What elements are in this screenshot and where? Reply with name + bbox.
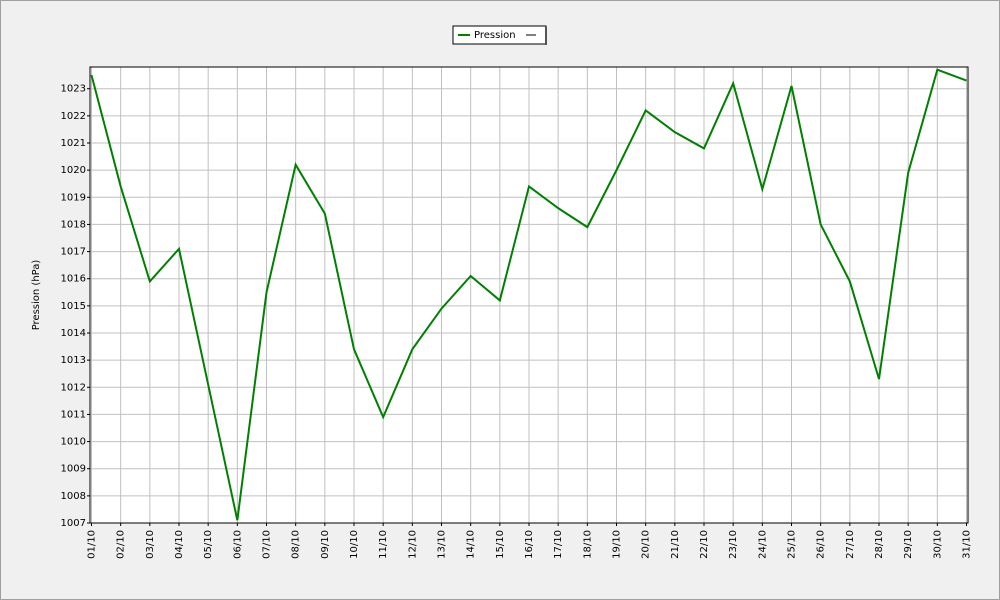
- y-tick-label: 1017: [61, 247, 86, 258]
- y-tick-label: 1012: [61, 382, 86, 393]
- x-tick-label: 16/10: [524, 530, 535, 559]
- x-tick-label: 11/10: [378, 530, 389, 559]
- x-tick-label: 18/10: [582, 530, 593, 559]
- x-tick-label: 03/10: [145, 530, 156, 559]
- x-tick-label: 23/10: [728, 530, 739, 559]
- y-tick-label: 1008: [61, 491, 86, 502]
- legend-label: Pression: [474, 30, 516, 41]
- x-tick-label: 09/10: [320, 530, 331, 559]
- x-tick-label: 08/10: [291, 530, 302, 559]
- legend: Pression: [452, 25, 547, 45]
- x-tick-label: 29/10: [903, 530, 914, 559]
- y-tick-label: 1009: [61, 464, 86, 475]
- y-tick-label: 1015: [61, 301, 86, 312]
- y-tick-label: 1021: [61, 138, 86, 149]
- x-tick-label: 24/10: [757, 530, 768, 559]
- y-tick-label: 1018: [61, 219, 86, 230]
- x-tick-label: 17/10: [553, 530, 564, 559]
- x-tick-label: 07/10: [262, 530, 273, 559]
- y-tick-label: 1022: [61, 111, 86, 122]
- y-tick-label: 1011: [61, 409, 86, 420]
- x-tick-label: 31/10: [962, 530, 973, 559]
- y-tick-label: 1019: [61, 192, 86, 203]
- x-tick-label: 25/10: [787, 530, 798, 559]
- y-tick-label: 1010: [61, 437, 86, 448]
- x-tick-label: 15/10: [495, 530, 506, 559]
- x-tick-label: 02/10: [116, 530, 127, 559]
- line-series: [90, 68, 967, 521]
- x-tick-label: 13/10: [437, 530, 448, 559]
- x-tick-label: 28/10: [874, 530, 885, 559]
- x-tick-label: 19/10: [612, 530, 623, 559]
- y-tick-label: 1014: [61, 328, 86, 339]
- y-tick-label: 1023: [61, 84, 86, 95]
- x-tick-label: 26/10: [816, 530, 827, 559]
- x-tick-label: 22/10: [699, 530, 710, 559]
- x-tick-label: 10/10: [349, 530, 360, 559]
- x-tick-label: 05/10: [203, 530, 214, 559]
- y-tick-label: 1020: [61, 165, 86, 176]
- x-tick-label: 20/10: [641, 530, 652, 559]
- x-tick-label: 21/10: [670, 530, 681, 559]
- y-tick-label: 1013: [61, 355, 86, 366]
- plot-border: [89, 66, 969, 524]
- y-axis-label: Pression (hPa): [31, 260, 42, 331]
- x-tick-label: 04/10: [174, 530, 185, 559]
- x-tick-label: 01/10: [87, 530, 98, 559]
- y-tick-label: 1007: [61, 518, 86, 529]
- x-tick-label: 14/10: [466, 530, 477, 559]
- x-tick-label: 06/10: [232, 530, 243, 559]
- x-tick-label: 27/10: [845, 530, 856, 559]
- x-tick-label: 12/10: [407, 530, 418, 559]
- y-tick-label: 1016: [61, 274, 86, 285]
- x-tick-label: 30/10: [932, 530, 943, 559]
